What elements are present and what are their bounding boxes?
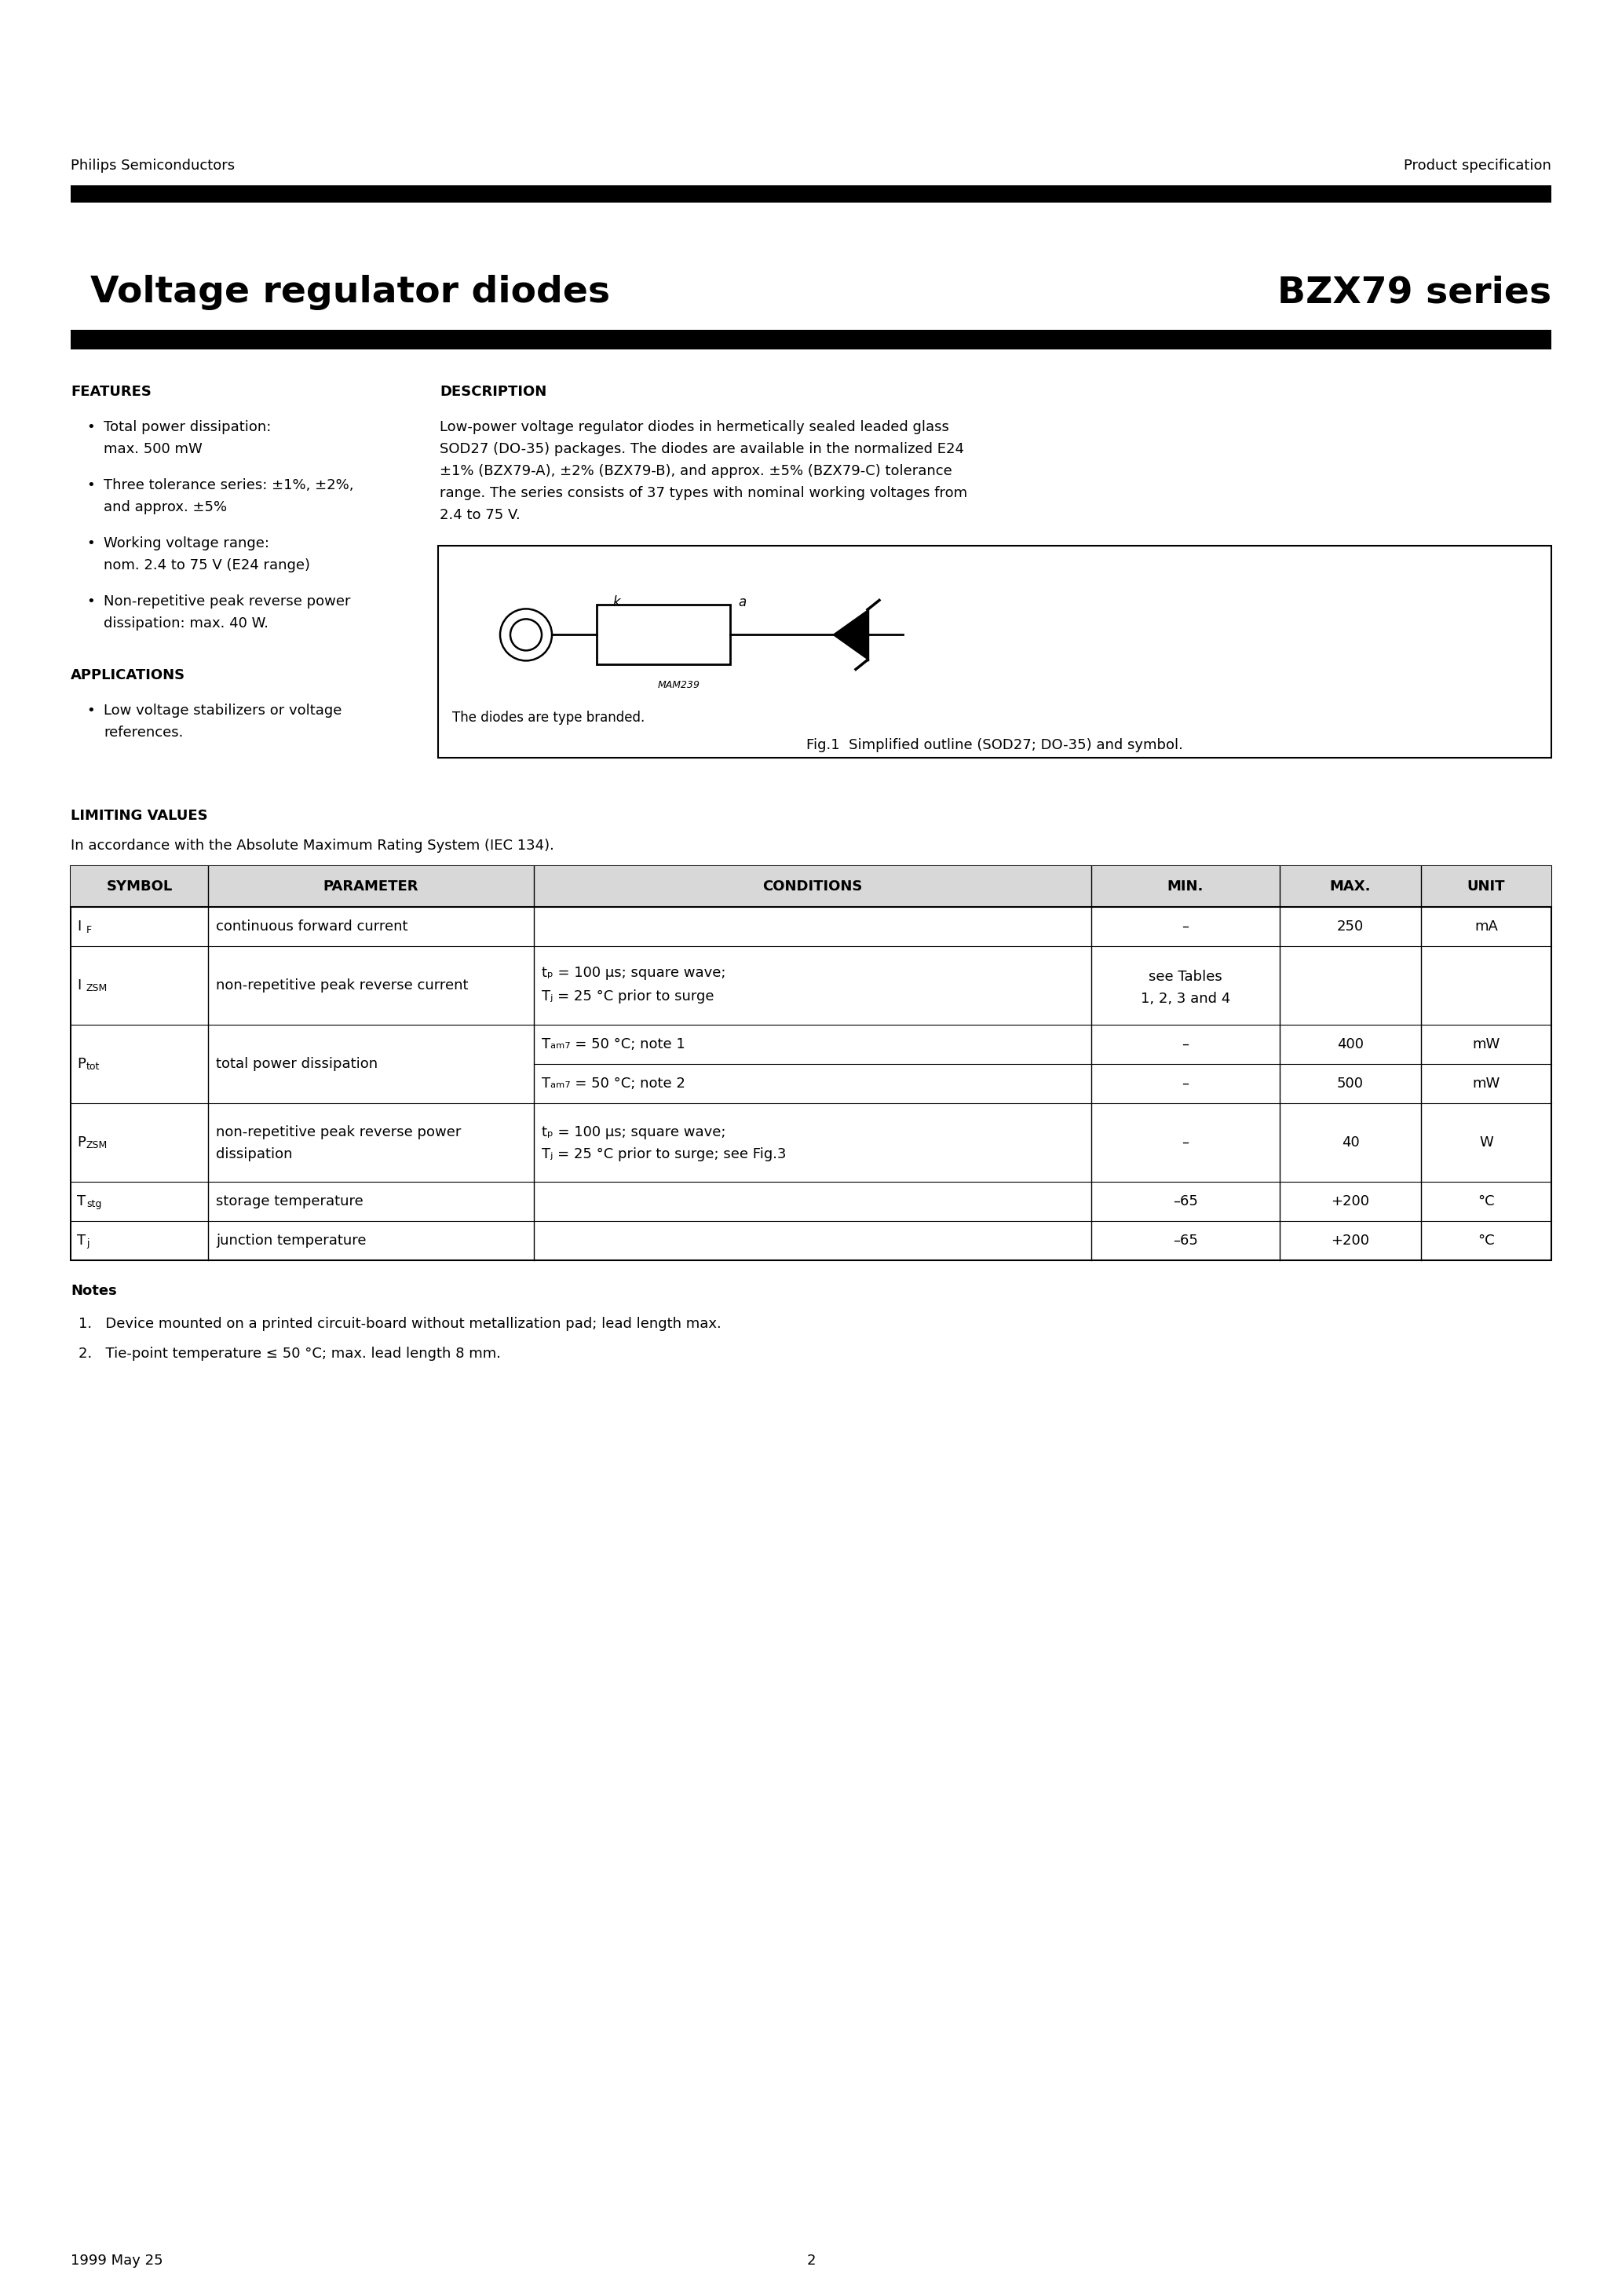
Text: 2.   Tie-point temperature ≤ 50 °C; max. lead length 8 mm.: 2. Tie-point temperature ≤ 50 °C; max. l… [78,1348,501,1362]
Text: FEATURES: FEATURES [71,386,151,400]
Text: MAM239: MAM239 [659,680,701,691]
Text: Notes: Notes [71,1283,117,1297]
Text: 40: 40 [1341,1137,1359,1150]
Text: Voltage regulator diodes: Voltage regulator diodes [91,276,610,310]
Text: UNIT: UNIT [1468,879,1505,893]
Text: tₚ = 100 μs; square wave;: tₚ = 100 μs; square wave; [542,967,725,980]
Text: •: • [86,420,94,434]
Text: range. The series consists of 37 types with nominal working voltages from: range. The series consists of 37 types w… [440,487,967,501]
Text: W: W [1479,1137,1494,1150]
Text: non-repetitive peak reverse power: non-repetitive peak reverse power [216,1125,461,1139]
Text: F: F [86,925,92,934]
Text: Tₐₘ₇ = 50 °C; note 2: Tₐₘ₇ = 50 °C; note 2 [542,1077,684,1091]
Text: °C: °C [1478,1233,1494,1247]
Text: 2: 2 [806,2255,816,2268]
Text: 1, 2, 3 and 4: 1, 2, 3 and 4 [1140,992,1231,1006]
Text: MAX.: MAX. [1330,879,1371,893]
Text: –: – [1182,918,1189,934]
Bar [597,604,730,664]
Text: j: j [86,1240,89,1249]
Text: max. 500 mW: max. 500 mW [104,443,203,457]
Text: I: I [76,978,81,992]
Text: +200: +200 [1332,1233,1369,1247]
Text: °C: °C [1478,1194,1494,1208]
Text: mW: mW [1473,1038,1500,1052]
Text: Tⱼ = 25 °C prior to surge; see Fig.3: Tⱼ = 25 °C prior to surge; see Fig.3 [542,1148,787,1162]
Text: –: – [1182,1137,1189,1150]
Text: 1999 May 25: 1999 May 25 [71,2255,162,2268]
Text: references.: references. [104,726,183,739]
Text: PARAMETER: PARAMETER [323,879,418,893]
Text: Three tolerance series: ±1%, ±2%,: Three tolerance series: ±1%, ±2%, [104,478,354,491]
Polygon shape [832,611,868,659]
Text: junction temperature: junction temperature [216,1233,367,1247]
Text: ±1% (BZX79-A), ±2% (BZX79-B), and approx. ±5% (BZX79-C) tolerance: ±1% (BZX79-A), ±2% (BZX79-B), and approx… [440,464,952,478]
Text: –65: –65 [1173,1194,1199,1208]
Text: see Tables: see Tables [1148,969,1223,985]
Text: CONDITIONS: CONDITIONS [762,879,863,893]
Text: –65: –65 [1173,1233,1199,1247]
Text: –: – [1182,1077,1189,1091]
Text: T: T [76,1194,86,1208]
Text: Working voltage range:: Working voltage range: [104,537,269,551]
Text: MIN.: MIN. [1168,879,1204,893]
Text: P: P [76,1137,86,1150]
Text: non-repetitive peak reverse current: non-repetitive peak reverse current [216,978,469,992]
Text: SOD27 (DO-35) packages. The diodes are available in the normalized E24: SOD27 (DO-35) packages. The diodes are a… [440,443,963,457]
Text: Low-power voltage regulator diodes in hermetically sealed leaded glass: Low-power voltage regulator diodes in he… [440,420,949,434]
Text: In accordance with the Absolute Maximum Rating System (IEC 134).: In accordance with the Absolute Maximum … [71,838,555,852]
Bar [71,866,1551,1261]
Text: +200: +200 [1332,1194,1369,1208]
Text: SYMBOL: SYMBOL [107,879,172,893]
Text: T: T [76,1233,86,1247]
Text: nom. 2.4 to 75 V (E24 range): nom. 2.4 to 75 V (E24 range) [104,558,310,572]
Text: 250: 250 [1337,918,1364,934]
Bar [71,331,1551,349]
Text: 2.4 to 75 V.: 2.4 to 75 V. [440,507,521,521]
Text: mW: mW [1473,1077,1500,1091]
Text: APPLICATIONS: APPLICATIONS [71,668,185,682]
Text: –: – [1182,1038,1189,1052]
Text: •: • [86,595,94,608]
Text: Low voltage stabilizers or voltage: Low voltage stabilizers or voltage [104,703,342,719]
Text: •: • [86,537,94,551]
Text: Fig.1  Simplified outline (SOD27; DO-35) and symbol.: Fig.1 Simplified outline (SOD27; DO-35) … [806,737,1182,753]
Text: Tₐₘ₇ = 50 °C; note 1: Tₐₘ₇ = 50 °C; note 1 [542,1038,684,1052]
Text: tₚ = 100 μs; square wave;: tₚ = 100 μs; square wave; [542,1125,725,1139]
Text: total power dissipation: total power dissipation [216,1056,378,1070]
Text: The diodes are type branded.: The diodes are type branded. [453,712,646,726]
Text: a: a [738,595,746,611]
Text: dissipation: max. 40 W.: dissipation: max. 40 W. [104,615,269,631]
Text: dissipation: dissipation [216,1148,292,1162]
Text: mA: mA [1474,918,1497,934]
Text: ZSM: ZSM [86,983,107,994]
Text: Non-repetitive peak reverse power: Non-repetitive peak reverse power [104,595,350,608]
Bar [71,866,1551,907]
Text: •: • [86,703,94,719]
Text: continuous forward current: continuous forward current [216,918,407,934]
Text: P: P [76,1056,86,1070]
Text: tot: tot [86,1063,101,1072]
Text: stg: stg [86,1199,102,1210]
Text: and approx. ±5%: and approx. ±5% [104,501,227,514]
Text: I: I [76,918,81,934]
Text: 500: 500 [1337,1077,1364,1091]
Text: Total power dissipation:: Total power dissipation: [104,420,271,434]
Text: ZSM: ZSM [86,1141,107,1150]
Text: 1.   Device mounted on a printed circuit-board without metallization pad; lead l: 1. Device mounted on a printed circuit-b… [78,1318,722,1332]
Text: Philips Semiconductors: Philips Semiconductors [71,158,235,172]
Text: Tⱼ = 25 °C prior to surge: Tⱼ = 25 °C prior to surge [542,990,714,1003]
Text: Product specification: Product specification [1405,158,1551,172]
Bar [438,546,1551,758]
Text: storage temperature: storage temperature [216,1194,363,1208]
Text: DESCRIPTION: DESCRIPTION [440,386,547,400]
Text: k: k [613,595,620,611]
Bar [71,186,1551,202]
Text: 400: 400 [1337,1038,1364,1052]
Text: BZX79 series: BZX79 series [1277,276,1551,310]
Text: LIMITING VALUES: LIMITING VALUES [71,808,208,822]
Text: •: • [86,478,94,491]
